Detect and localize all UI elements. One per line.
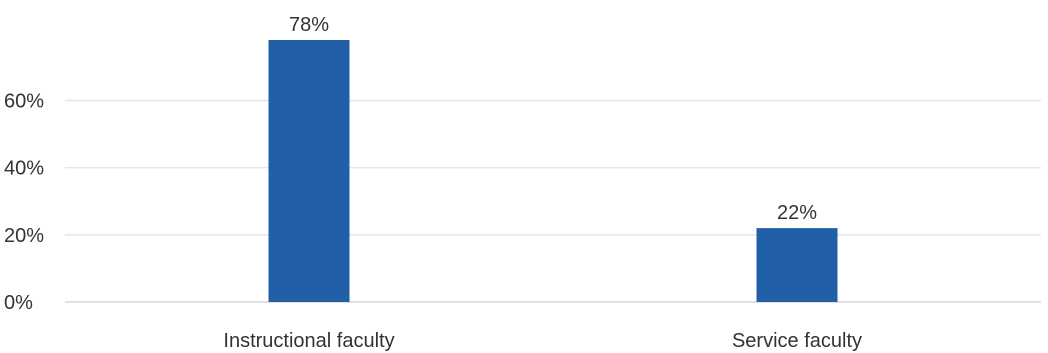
x-category-label: Instructional faculty bbox=[223, 330, 394, 352]
y-tick-label: 0% bbox=[4, 292, 33, 314]
bar-service-faculty bbox=[756, 228, 838, 302]
y-tick-label: 20% bbox=[4, 225, 44, 247]
x-category-label: Service faculty bbox=[732, 330, 862, 352]
x-axis-category-labels: Instructional faculty Service faculty bbox=[223, 330, 862, 352]
data-label: 78% bbox=[289, 14, 329, 36]
y-tick-label: 40% bbox=[4, 158, 44, 180]
bars bbox=[268, 40, 838, 302]
data-labels: 78% 22% bbox=[289, 14, 817, 224]
y-tick-label: 60% bbox=[4, 90, 44, 112]
data-label: 22% bbox=[777, 202, 817, 224]
y-axis-tick-labels: 0% 20% 40% 60% bbox=[4, 90, 44, 314]
bar-instructional-faculty bbox=[268, 40, 350, 302]
gridlines bbox=[65, 99, 1041, 303]
